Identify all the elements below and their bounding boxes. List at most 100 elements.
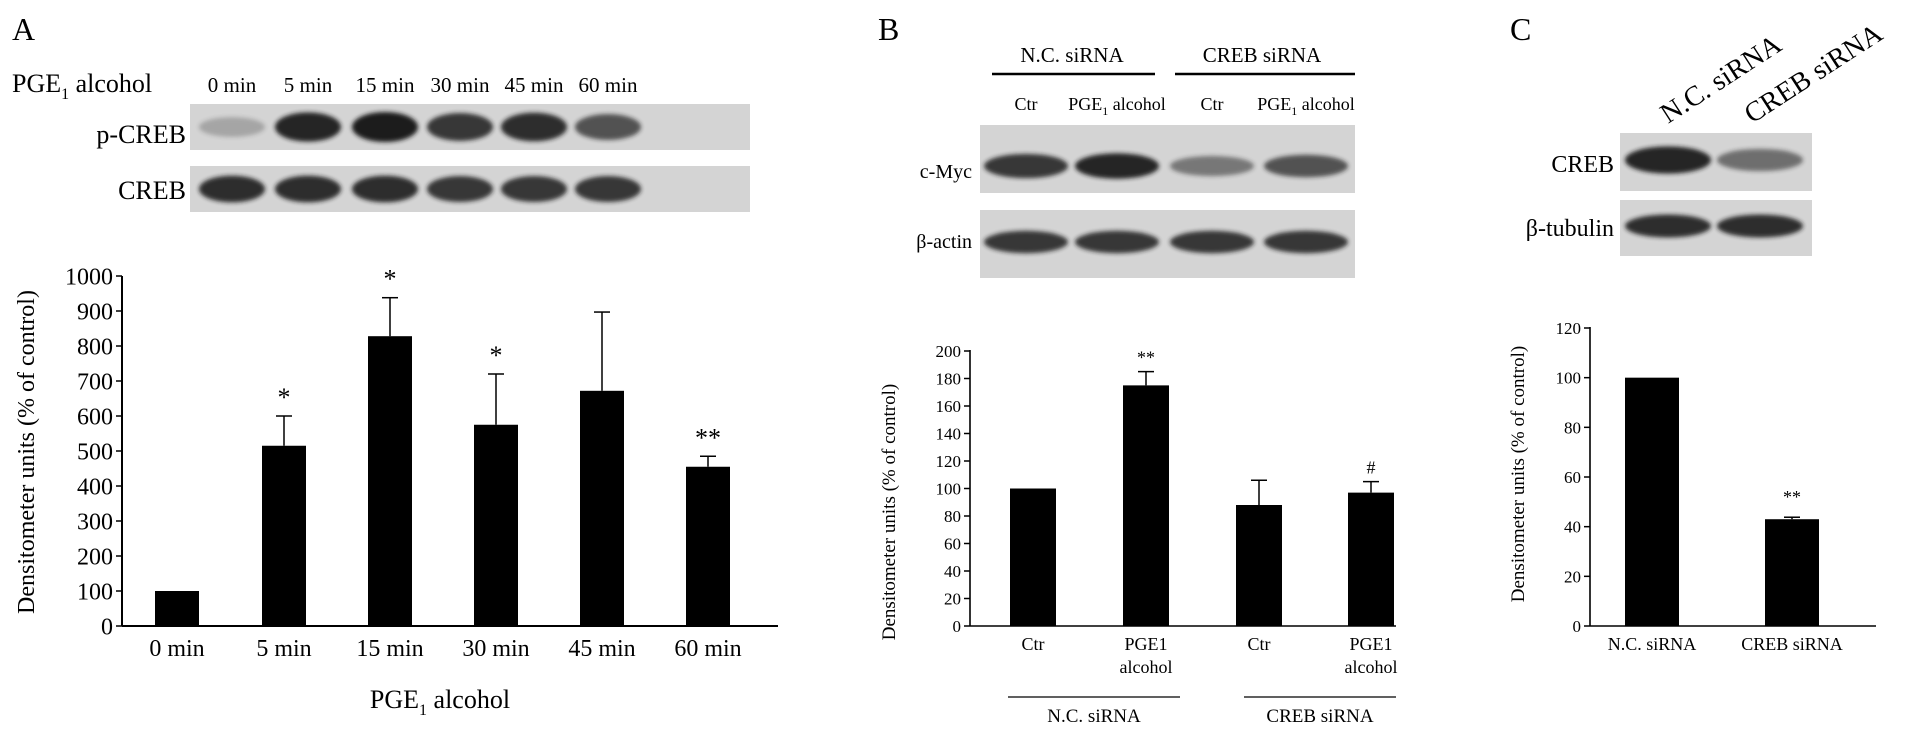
panel-a-row-label-pcreb: p-CREB (96, 120, 186, 149)
bar (155, 591, 199, 626)
panel-a-band-pcreb (199, 117, 265, 137)
x-tick-label: 5 min (256, 636, 311, 662)
panel-b-band-cmyc (1075, 153, 1159, 179)
panel-b-lane-pge-1-main: PGE (1068, 94, 1102, 114)
y-tick-label: 180 (936, 369, 962, 388)
panel-b-group-label-creb: CREB siRNA (1203, 43, 1322, 67)
y-tick-label: 200 (77, 544, 113, 570)
panel-a-lane-label: 15 min (356, 73, 415, 97)
panel-b-lane-pge-2: PGE1 alcohol (1257, 94, 1355, 118)
panel-b-bands (984, 153, 1348, 254)
panel-a-band-creb (199, 175, 265, 203)
panel-a-xlabel-sub: 1 (419, 702, 427, 719)
y-tick-label: 60 (944, 534, 961, 553)
panel-b: B N.C. siRNA CREB siRNA Ctr PGE1 alcohol… (878, 11, 1397, 727)
panel-a-y-ticks: 0 100 200 300 400 500 600 700 800 900 1000 (65, 264, 122, 640)
panel-b-lane-pge-1-sub: 1 (1102, 104, 1108, 118)
bar (1010, 488, 1056, 626)
panel-a-lane-label: 60 min (579, 73, 638, 97)
y-tick-label: 140 (936, 424, 962, 443)
bar (1123, 385, 1169, 626)
panel-a-letter: A (12, 11, 35, 47)
y-tick-label: 300 (77, 509, 113, 535)
panel-a-band-pcreb (575, 114, 641, 140)
significance-marker: * (384, 265, 397, 294)
x-tick-label: N.C. siRNA (1608, 634, 1697, 654)
bar (686, 466, 730, 626)
bar (368, 336, 412, 626)
x-tick-label: CREB siRNA (1741, 634, 1843, 654)
panel-b-band-actin (1075, 230, 1159, 254)
significance-marker: ** (1783, 487, 1801, 507)
panel-c-band-tubulin (1625, 214, 1711, 238)
bar (1348, 492, 1394, 626)
y-tick-label: 80 (944, 507, 961, 526)
y-tick-label: 400 (77, 474, 113, 500)
panel-b-group-label-nc: N.C. siRNA (1020, 43, 1124, 67)
y-tick-label: 200 (936, 342, 962, 361)
panel-b-chart: Densitometer units (% of control) 0 20 40 6… (879, 342, 1397, 727)
bar (262, 445, 306, 626)
y-tick-label: 120 (1556, 319, 1582, 338)
panel-c-y-ticks: 0 20 40 60 80 100 120 (1556, 319, 1590, 636)
x-tick-label: 30 min (462, 636, 529, 662)
x-tick-label: 45 min (568, 636, 635, 662)
panel-a-xlabel: PGE1 alcohol (370, 685, 510, 719)
panel-b-band-actin (984, 230, 1068, 254)
y-tick-label: 0 (953, 617, 962, 636)
x-tick-label: 60 min (674, 636, 741, 662)
significance-marker: ** (1137, 348, 1155, 368)
panel-b-group-axis-label-creb: CREB siRNA (1266, 706, 1373, 727)
panel-c-ylabel: Densitometer units (% of control) (1508, 346, 1529, 602)
panel-a-lane-label: 0 min (208, 73, 257, 97)
panel-b-lane-pge-1-rest: alcohol (1108, 94, 1165, 114)
y-tick-label: 0 (101, 614, 113, 640)
panel-b-row-label-actin: β-actin (916, 231, 972, 253)
panel-a-ylabel: Densitometer units (% of control) (14, 290, 40, 614)
panel-c-bands (1625, 146, 1803, 238)
panel-b-band-cmyc (1170, 155, 1254, 177)
significance-marker: # (1367, 458, 1376, 478)
panel-a-lane-label: 45 min (505, 73, 564, 97)
panel-b-band-cmyc (1264, 154, 1348, 178)
panel-a-band-creb (427, 175, 493, 203)
panel-c-band-tubulin (1717, 214, 1803, 238)
panel-a-blot-header: PGE1 alcohol 0 min 5 min 15 min 30 min 45 mi… (12, 69, 638, 103)
panel-b-letter: B (878, 11, 899, 47)
x-tick-label: Ctr (1021, 634, 1044, 654)
panel-a-row-label-creb: CREB (118, 176, 186, 205)
panel-a-band-creb (275, 175, 341, 203)
panel-a-band-pcreb (501, 112, 567, 142)
y-tick-label: 100 (1556, 369, 1582, 388)
panel-b-lane-pge-2-main: PGE (1257, 94, 1291, 114)
bar (1765, 519, 1819, 626)
y-tick-label: 800 (77, 334, 113, 360)
bar (1236, 505, 1282, 626)
x-tick-label: PGE1 (1349, 634, 1392, 654)
panel-c-band-creb (1717, 148, 1803, 172)
panel-a-lane-labels: 0 min 5 min 15 min 30 min 45 min 60 min (208, 73, 638, 97)
y-tick-label: 20 (1564, 567, 1581, 586)
panel-a-x-labels: 0 min 5 min 15 min 30 min 45 min 60 min (149, 636, 741, 662)
panel-c-letter: C (1510, 11, 1531, 47)
y-tick-label: 900 (77, 299, 113, 325)
panel-c-x-labels: N.C. siRNA CREB siRNA (1608, 634, 1843, 654)
x-tick-label: alcohol (1345, 657, 1398, 677)
panel-b-x-labels: Ctr PGE1 alcohol Ctr PGE1 alcohol (1021, 634, 1397, 677)
panel-c-chart: Densitometer units (% of control) 0 20 40 6… (1508, 319, 1876, 654)
y-tick-label: 120 (936, 452, 962, 471)
panel-b-lane-pge-2-rest: alcohol (1297, 94, 1354, 114)
panel-a-band-creb (501, 175, 567, 203)
panel-b-lane-pge-2-sub: 1 (1291, 104, 1297, 118)
panel-a-treatment-sub: 1 (61, 86, 69, 103)
y-tick-label: 160 (936, 397, 962, 416)
panel-c-bars: ** (1625, 377, 1819, 626)
panel-c-row-label-creb: CREB (1551, 152, 1614, 178)
panel-c: C N.C. siRNA CREB siRNA CREB β-tubulin D… (1508, 11, 1889, 654)
panel-c-row-label-tubulin: β-tubulin (1526, 216, 1614, 242)
x-tick-label: alcohol (1120, 657, 1173, 677)
y-tick-label: 100 (77, 579, 113, 605)
panel-a-band-pcreb (275, 112, 341, 142)
panel-b-band-cmyc (984, 153, 1068, 179)
panel-a-band-pcreb (427, 113, 493, 141)
